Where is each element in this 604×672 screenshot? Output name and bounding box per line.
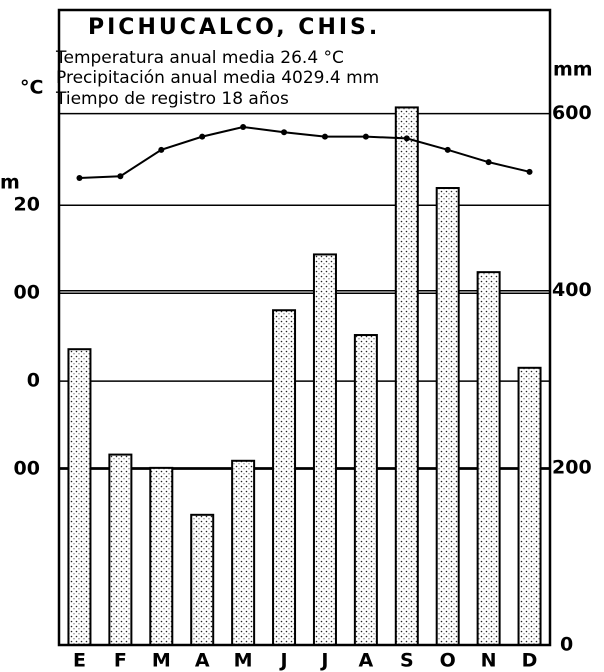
plot-frame: [57, 8, 552, 647]
bar: [272, 309, 297, 646]
bar: [435, 187, 460, 647]
line-point: [240, 123, 247, 130]
bar: [476, 271, 501, 646]
y2-axis-label: mm: [553, 59, 593, 81]
x-tick-label: S: [400, 650, 414, 672]
x-tick-label: F: [114, 650, 127, 672]
x-tick-label: J: [319, 650, 328, 672]
bar: [149, 466, 174, 646]
axis-fragment: m: [0, 172, 20, 194]
line-point: [362, 133, 369, 140]
bar: [353, 334, 378, 646]
line-point: [76, 174, 83, 181]
line-point: [199, 133, 206, 140]
x-tick-label: D: [522, 650, 538, 672]
bar: [394, 106, 419, 647]
bar: [108, 453, 133, 646]
x-tick-label: N: [481, 650, 497, 672]
y2-tick-label: 0: [560, 634, 573, 656]
bar: [190, 513, 215, 646]
bar: [312, 253, 337, 646]
line: [79, 125, 530, 179]
subtitle-line: Temperatura anual media 26.4 °C: [55, 48, 344, 68]
y-tick-label: 20: [14, 194, 40, 216]
line-point: [321, 133, 328, 140]
line-point: [403, 135, 410, 142]
x-tick-label: J: [279, 650, 288, 672]
x-tick-label: E: [73, 650, 86, 672]
x-tick-label: M: [234, 650, 253, 672]
x-tick-label: A: [359, 650, 374, 672]
bar: [517, 366, 542, 646]
line-point: [117, 173, 124, 180]
line-point: [158, 146, 165, 153]
y-tick-label: 0: [27, 370, 40, 392]
y-tick-label: 00: [14, 282, 40, 304]
x-tick-label: O: [440, 650, 456, 672]
line-point: [281, 129, 288, 136]
y2-tick-label: 400: [552, 279, 592, 301]
y2-tick-label: 600: [552, 102, 592, 124]
subtitle-line: Tiempo de registro 18 años: [55, 89, 289, 109]
line-point: [526, 168, 533, 175]
line-point: [444, 146, 451, 153]
bar: [231, 459, 256, 646]
y2-tick-label: 200: [552, 456, 592, 478]
subtitle-line: Precipitación anual media 4029.4 mm: [56, 68, 379, 88]
x-tick-label: A: [195, 650, 210, 672]
x-tick-label: M: [152, 650, 171, 672]
bar: [67, 348, 92, 646]
y-tick-label: 00: [14, 458, 40, 480]
line-point: [485, 159, 492, 166]
y-axis-label: °C: [20, 77, 43, 99]
chart-title: PICHUCALCO, CHIS.: [88, 15, 380, 40]
